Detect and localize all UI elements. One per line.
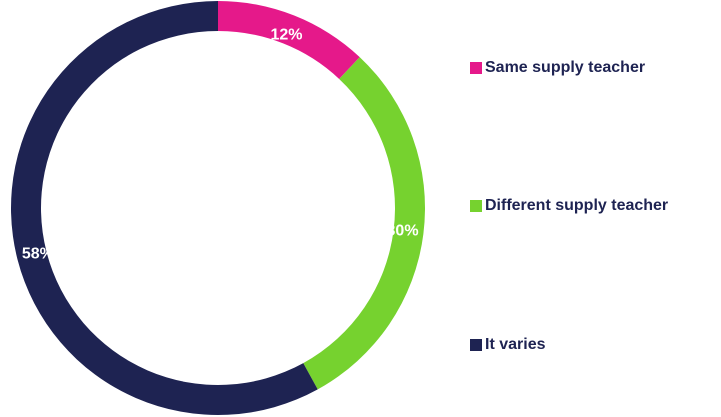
legend-swatch xyxy=(470,339,482,351)
value-label: 58% xyxy=(22,245,54,262)
legend-swatch xyxy=(470,200,482,212)
donut-slice xyxy=(10,1,318,416)
donut-slice xyxy=(218,1,360,79)
legend-label: Same supply teacher xyxy=(485,59,645,76)
value-label: 12% xyxy=(270,26,302,43)
value-label: 30% xyxy=(387,223,419,240)
donut-slice xyxy=(303,57,425,390)
legend-label: Different supply teacher xyxy=(485,197,668,214)
legend-swatch xyxy=(470,62,482,74)
legend-label: It varies xyxy=(485,336,546,353)
